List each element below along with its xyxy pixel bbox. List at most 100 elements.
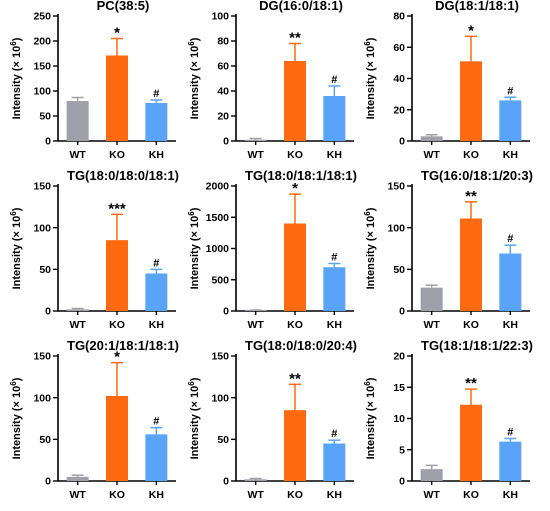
panel-title: TG(18:0/18:0/20:4) xyxy=(245,338,357,353)
y-tick-label: 150 xyxy=(387,181,405,193)
panel: DG(18:1/18:1) Intensity (× 106) 0 20 40 60 80 W… xyxy=(363,0,530,161)
panel: TG(18:0/18:1/18:1) Intensity (× 106) 0 500 1… xyxy=(187,168,357,331)
y-tick-label: 0 xyxy=(223,306,229,318)
category-label: KH xyxy=(327,149,342,161)
bar xyxy=(145,103,168,141)
category-label: KO xyxy=(463,149,479,161)
y-tick-label: 15 xyxy=(393,382,405,394)
y-tick-label: 1500 xyxy=(206,212,230,224)
significance-stars: * xyxy=(468,22,474,39)
panel-title: DG(16:0/18:1) xyxy=(259,0,343,13)
significance-hash: # xyxy=(331,74,337,86)
panel: TG(18:0/18:0/20:4) Intensity (× 106) 0 50 10… xyxy=(187,338,357,501)
bar xyxy=(106,55,128,141)
y-axis-label: Intensity (× 106) xyxy=(9,377,23,459)
bar xyxy=(244,479,267,481)
y-tick-label: 60 xyxy=(217,61,229,73)
y-tick-label: 10 xyxy=(393,413,405,425)
bar xyxy=(460,404,482,481)
significance-hash: # xyxy=(331,252,337,264)
category-label: KO xyxy=(287,489,303,501)
significance-hash: # xyxy=(507,427,513,439)
panel: TG(18:0/18:0/18:1) Intensity (× 106) 0 50 10… xyxy=(9,168,179,331)
bar xyxy=(420,287,443,311)
bar xyxy=(323,443,346,481)
y-axis-label: Intensity (× 106) xyxy=(9,37,23,119)
category-label: KO xyxy=(109,319,125,331)
panel: PC(38:5) Intensity (× 106) 0 50 100 150 200 250… xyxy=(9,0,176,161)
category-label: KH xyxy=(149,319,164,331)
panel-title: DG(18:1/18:1) xyxy=(435,0,519,13)
y-axis-label: Intensity (× 106) xyxy=(187,207,201,289)
y-tick-label: 100 xyxy=(211,392,229,404)
bar xyxy=(460,218,482,311)
y-tick-label: 20 xyxy=(393,104,405,116)
panel: DG(16:0/18:1) Intensity (× 106) 0 20 40 60 80 1… xyxy=(187,0,354,161)
category-label: KH xyxy=(503,489,518,501)
category-label: KH xyxy=(503,319,518,331)
y-tick-label: 0 xyxy=(45,306,51,318)
y-axis-label: Intensity (× 106) xyxy=(363,207,377,289)
y-tick-label: 200 xyxy=(33,36,51,48)
bar xyxy=(460,61,482,141)
y-axis-label: Intensity (× 106) xyxy=(187,377,201,459)
y-tick-label: 80 xyxy=(393,11,405,23)
bar xyxy=(499,100,522,141)
significance-hash: # xyxy=(507,85,513,97)
significance-stars: * xyxy=(292,180,298,197)
significance-hash: # xyxy=(507,233,513,245)
panel: TG(16:0/18:1/20:3) Intensity (× 106) 0 50 10… xyxy=(363,168,533,331)
y-tick-label: 40 xyxy=(217,86,229,98)
significance-stars: ** xyxy=(465,188,477,205)
category-label: KO xyxy=(463,319,479,331)
category-label: WT xyxy=(424,319,441,331)
bar xyxy=(284,61,306,141)
significance-stars: ** xyxy=(289,30,301,47)
bar xyxy=(420,136,443,141)
bar xyxy=(66,476,89,481)
category-label: KO xyxy=(287,319,303,331)
y-tick-label: 50 xyxy=(39,264,51,276)
y-tick-label: 0 xyxy=(45,136,51,148)
y-axis-label: Intensity (× 106) xyxy=(9,207,23,289)
category-label: KO xyxy=(109,149,125,161)
y-tick-label: 5 xyxy=(399,444,405,456)
y-tick-label: 20 xyxy=(393,351,405,363)
y-axis-label: Intensity (× 106) xyxy=(187,37,201,119)
y-tick-label: 100 xyxy=(33,392,51,404)
y-tick-label: 0 xyxy=(223,136,229,148)
bar xyxy=(106,240,128,311)
y-tick-label: 150 xyxy=(33,351,51,363)
significance-stars: ** xyxy=(465,375,477,392)
category-label: WT xyxy=(248,149,265,161)
significance-stars: * xyxy=(114,349,120,366)
category-label: KO xyxy=(287,149,303,161)
category-label: KH xyxy=(149,489,164,501)
bar xyxy=(66,309,89,311)
panel: TG(20:1/18:1/18:1) Intensity (× 106) 0 50 10… xyxy=(9,338,179,501)
panel-title: TG(18:0/18:1/18:1) xyxy=(245,168,357,183)
y-tick-label: 0 xyxy=(223,476,229,488)
bar xyxy=(145,434,168,481)
category-label: KH xyxy=(149,149,164,161)
y-tick-label: 150 xyxy=(33,181,51,193)
panel-title: TG(16:0/18:1/20:3) xyxy=(421,168,533,183)
significance-stars: *** xyxy=(108,200,126,217)
panel: TG(18:1/18:1/22:3) Intensity (× 106) 0 5 10 1… xyxy=(363,338,533,501)
y-tick-label: 100 xyxy=(33,222,51,234)
bar xyxy=(244,139,267,141)
y-tick-label: 0 xyxy=(45,476,51,488)
y-tick-label: 1000 xyxy=(206,243,230,255)
y-tick-label: 0 xyxy=(399,306,405,318)
panel-title: TG(18:0/18:0/18:1) xyxy=(67,168,179,183)
y-tick-label: 50 xyxy=(39,434,51,446)
category-label: KH xyxy=(327,319,342,331)
category-label: WT xyxy=(70,489,87,501)
y-tick-label: 100 xyxy=(387,222,405,234)
category-label: KH xyxy=(503,149,518,161)
y-tick-label: 60 xyxy=(393,42,405,54)
y-tick-label: 50 xyxy=(39,111,51,123)
category-label: WT xyxy=(424,149,441,161)
bar xyxy=(284,410,306,481)
